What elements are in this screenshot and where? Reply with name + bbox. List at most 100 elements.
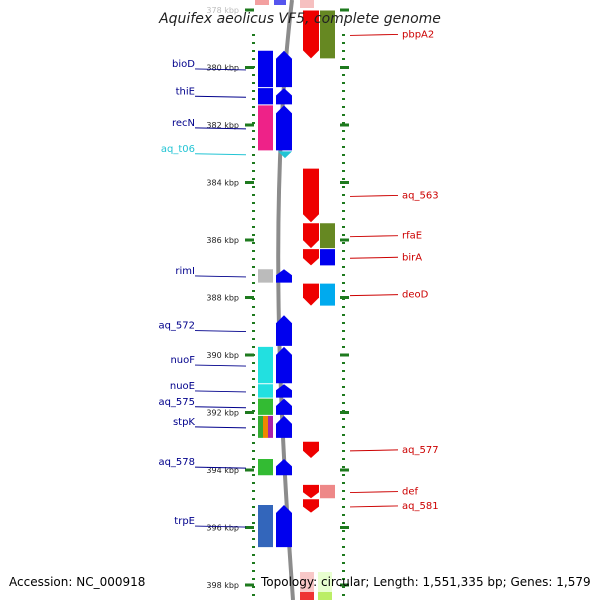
ruler-minor-tick [252,146,255,148]
gene-block[interactable] [268,415,273,438]
gene-label[interactable]: rimI [175,266,195,277]
ruler-minor-tick [252,442,255,444]
gene-label[interactable]: thiE [176,86,195,97]
ruler-minor-tick [342,530,345,532]
ruler-minor-tick [342,450,345,452]
ruler-minor-tick [342,34,345,36]
gene-label[interactable]: nuoE [170,381,195,392]
gene-label[interactable]: aq_t06 [161,144,195,155]
gene-arrow[interactable] [303,249,319,266]
gene-label[interactable]: aq_577 [402,445,439,456]
ruler-minor-tick [252,218,255,220]
gene-arrow[interactable] [303,484,319,499]
gene-arrow[interactable] [303,223,319,249]
gene-block[interactable] [258,346,273,384]
ruler-minor-tick [252,314,255,316]
ruler-minor-tick [342,338,345,340]
ruler-minor-tick [342,138,345,140]
gene-block[interactable] [320,223,335,249]
gene-block[interactable] [263,415,268,438]
gene-arrow[interactable] [276,88,292,105]
ruler-tick-label: 380 kbp [206,64,239,73]
gene-arrow[interactable] [276,459,292,476]
ruler-minor-tick [342,554,345,556]
gene-arrow[interactable] [276,105,292,151]
gene-arrow[interactable] [276,269,292,283]
ruler-minor-tick [252,562,255,564]
ruler-minor-tick [252,522,255,524]
gene-label[interactable]: nuoF [170,355,195,366]
map-title: Aquifex aeolicus VF5, complete genome [158,11,441,27]
ruler-minor-tick [252,90,255,92]
gene-label[interactable]: trpE [174,516,195,527]
ruler-minor-tick [252,274,255,276]
gene-arrow[interactable] [276,315,292,346]
ruler-minor-tick [342,402,345,404]
gene-arrow[interactable] [276,384,292,398]
ruler-minor-tick [342,370,345,372]
ruler-major-tick [245,526,254,529]
ruler-major-tick [340,123,349,127]
gene-label[interactable]: bioD [172,59,195,70]
ruler-minor-tick [342,586,345,588]
gene-block[interactable] [258,384,273,398]
ruler-minor-tick [252,514,255,516]
gene-label[interactable]: aq_578 [158,457,195,468]
ruler-minor-tick [342,242,345,244]
ruler-major-tick [245,181,254,184]
gene-block[interactable] [258,269,273,283]
gene-arrow[interactable] [303,283,319,306]
gene-arrow[interactable] [303,10,319,59]
gene-label[interactable]: birA [402,252,422,263]
gene-block[interactable] [258,105,273,151]
ruler-minor-tick [252,250,255,252]
ruler-major-tick [245,123,254,127]
trna-marker[interactable] [278,151,292,159]
gene-label[interactable]: rfaE [402,231,422,242]
ruler-tick-label: 386 kbp [206,236,239,245]
gene-arrow[interactable] [303,441,319,458]
ruler-major-tick [245,238,254,242]
topology-text: Topology: circular; Length: 1,551,335 bp… [260,575,591,589]
ruler-minor-tick [252,138,255,140]
gene-block[interactable] [258,459,273,476]
gene-arrow[interactable] [276,505,292,548]
ruler-tick-label: 382 kbp [206,121,239,130]
ruler-minor-tick [252,122,255,124]
gene-arrow[interactable] [303,168,319,223]
gene-arrow[interactable] [276,346,292,384]
gene-block[interactable] [320,10,335,59]
gene-block[interactable] [320,249,335,266]
gene-block[interactable] [258,505,273,548]
gene-arrow[interactable] [276,50,292,88]
ruler-minor-tick [342,58,345,60]
gene-label[interactable]: pbpA2 [402,29,434,40]
gene-label[interactable]: stpK [173,417,195,428]
gene-block[interactable] [258,50,273,88]
gene-label[interactable]: recN [172,118,195,129]
ruler-minor-tick [252,546,255,548]
gene-label[interactable]: aq_581 [402,501,439,512]
gene-leader-line [349,449,399,452]
gene-label[interactable]: deoD [402,290,429,301]
gene-arrow[interactable] [276,415,292,438]
gene-label[interactable]: def [402,487,419,498]
gene-block[interactable] [258,88,273,105]
gene-leader-line [194,525,247,528]
gene-block[interactable] [320,283,335,306]
gene-block[interactable] [320,484,335,499]
gene-block[interactable] [258,415,263,438]
gene-arrow[interactable] [303,499,319,513]
ruler-major-tick [245,296,254,299]
ruler-minor-tick [252,154,255,156]
gene-block[interactable] [258,398,273,415]
gene-label[interactable]: aq_563 [402,190,439,201]
gene-label[interactable]: aq_572 [158,321,195,332]
gene-label[interactable]: aq_575 [158,397,195,408]
ruler-minor-tick [342,314,345,316]
gene-arrow[interactable] [276,398,292,415]
ruler-layer: 378 kbp 380 kbp 382 kbp 384 kbp 386 kbp 388 k… [206,6,349,590]
ruler-minor-tick [252,394,255,396]
gene-leader-line [349,505,399,508]
